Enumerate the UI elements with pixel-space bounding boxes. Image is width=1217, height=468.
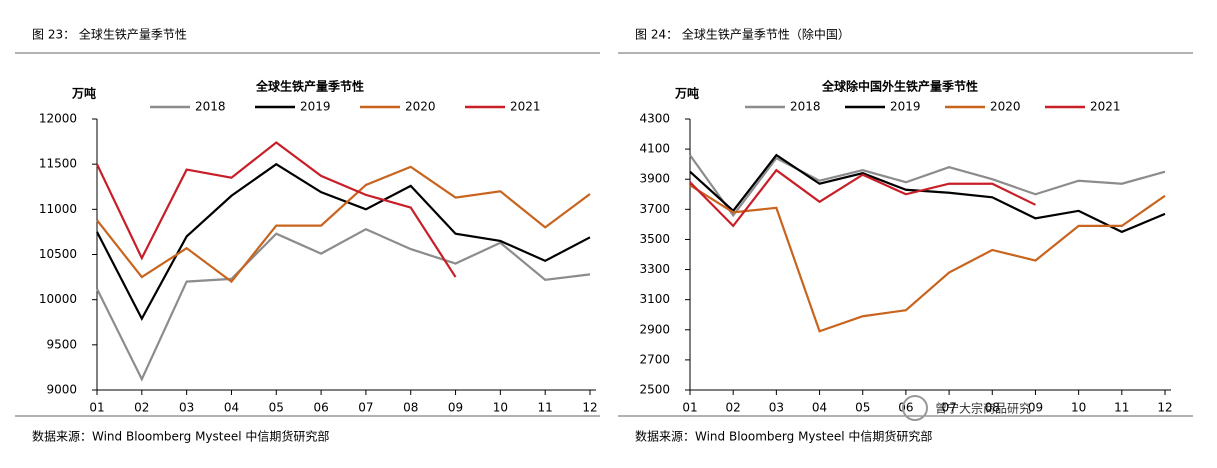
x-tick-label: 02 xyxy=(134,401,149,415)
series-line xyxy=(96,227,591,382)
x-labels: 01 02 03 04 05 06 07 08 09 10 11 12 xyxy=(89,390,598,415)
y-tick-label: 3300 xyxy=(639,262,670,276)
watermark: 曾宁大宗商品研究 xyxy=(935,401,1031,416)
series-line xyxy=(689,168,1036,228)
series-line xyxy=(96,165,591,284)
series-line xyxy=(689,184,1166,333)
legend-label: 2019 xyxy=(890,100,921,114)
legend-label: 2018 xyxy=(790,100,821,114)
x-tick-label: 05 xyxy=(855,401,870,415)
x-tick-label: 12 xyxy=(582,401,597,415)
chart-title: 全球生铁产量季节性 xyxy=(255,79,364,94)
y-tick-label: 11000 xyxy=(39,202,77,216)
caption: 图 24： 全球生铁产量季节性（除中国） xyxy=(635,27,850,42)
y-tick-label: 11500 xyxy=(39,157,77,171)
x-tick-label: 07 xyxy=(941,401,956,415)
watermark-icon xyxy=(902,395,928,421)
y-tick-label: 2500 xyxy=(639,383,670,397)
series-line xyxy=(96,141,457,278)
x-tick-label: 10 xyxy=(1071,401,1086,415)
legend-label: 2021 xyxy=(510,100,541,114)
x-tick-label: 03 xyxy=(769,401,784,415)
y-tick-label: 4300 xyxy=(639,112,670,126)
series-line xyxy=(689,153,1166,234)
x-tick-label: 10 xyxy=(493,401,508,415)
y-axis-label: 万吨 xyxy=(71,86,96,101)
x-tick-label: 12 xyxy=(1157,401,1172,415)
source: 数据来源：Wind Bloomberg Mysteel 中信期货研究部 xyxy=(32,429,329,444)
y-tick-label: 9000 xyxy=(46,383,77,397)
x-tick-label: 11 xyxy=(1114,401,1129,415)
legend-label: 2019 xyxy=(300,100,331,114)
x-tick-label: 02 xyxy=(726,401,741,415)
x-tick-label: 07 xyxy=(358,401,373,415)
legend-label: 2018 xyxy=(195,100,226,114)
y-tick-label: 2900 xyxy=(639,322,670,336)
x-tick-label: 09 xyxy=(448,401,463,415)
series-line xyxy=(689,154,1166,218)
x-tick-label: 01 xyxy=(89,401,104,415)
y-tick-label: 3100 xyxy=(639,292,670,306)
y-tick-label: 2700 xyxy=(639,352,670,366)
y-tick-label: 3500 xyxy=(639,232,670,246)
x-tick-label: 11 xyxy=(538,401,553,415)
x-tick-label: 09 xyxy=(1028,401,1043,415)
y-tick-label: 4100 xyxy=(639,142,670,156)
caption: 图 23： 全球生铁产量季节性 xyxy=(32,27,187,42)
x-tick-label: 05 xyxy=(269,401,284,415)
x-tick-label: 06 xyxy=(313,401,328,415)
y-tick-label: 12000 xyxy=(39,112,77,126)
y-tick-label: 10500 xyxy=(39,247,77,261)
legend-label: 2021 xyxy=(1090,100,1121,114)
y-tick-label: 3700 xyxy=(639,202,670,216)
source: 数据来源：Wind Bloomberg Mysteel 中信期货研究部 xyxy=(635,429,932,444)
x-tick-label: 08 xyxy=(403,401,418,415)
y-tick-label: 9500 xyxy=(46,337,77,351)
y-tick-label: 10000 xyxy=(39,292,77,306)
x-tick-label: 01 xyxy=(682,401,697,415)
legend-label: 2020 xyxy=(990,100,1021,114)
chart-title: 全球除中国外生铁产量季节性 xyxy=(821,79,978,94)
series-line xyxy=(96,162,591,321)
x-tick-label: 06 xyxy=(898,401,913,415)
legend-label: 2020 xyxy=(405,100,436,114)
x-labels: 01 02 03 04 05 06 07 08 09 10 11 12 xyxy=(682,390,1173,415)
x-tick-label: 04 xyxy=(224,401,239,415)
x-tick-label: 08 xyxy=(985,401,1000,415)
y-tick-label: 3900 xyxy=(639,172,670,186)
x-tick-label: 04 xyxy=(812,401,827,415)
x-tick-label: 03 xyxy=(179,401,194,415)
y-axis-label: 万吨 xyxy=(674,86,699,101)
